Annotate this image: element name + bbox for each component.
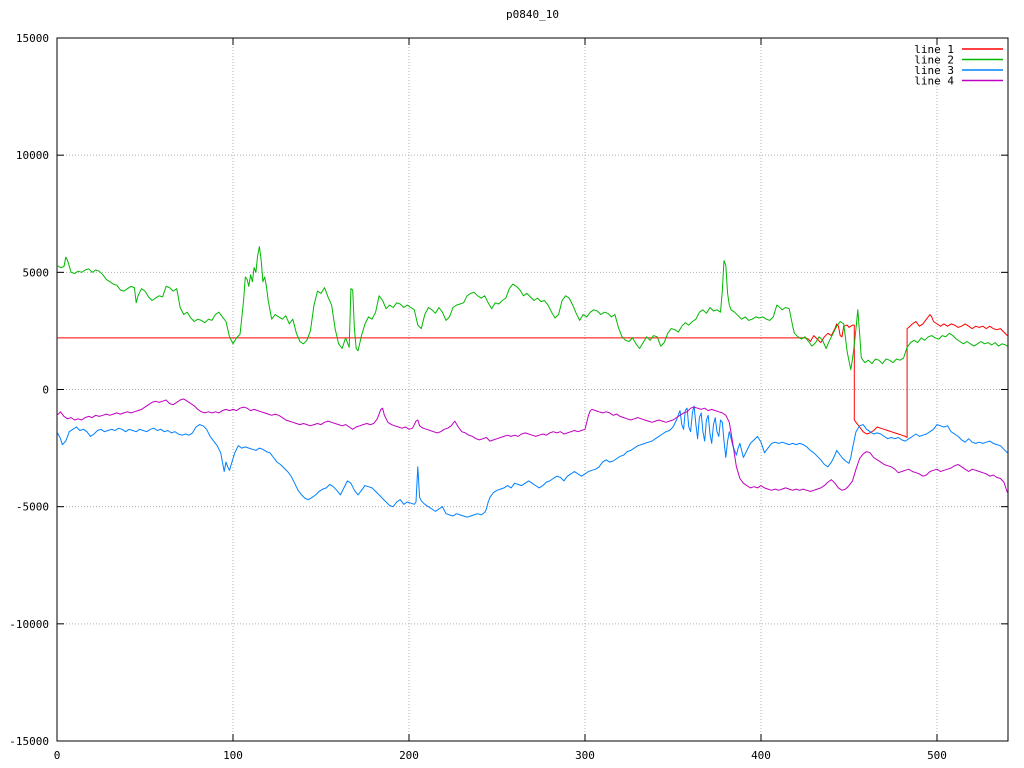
x-axis-tick-label: 0 <box>54 749 61 762</box>
series-line-4 <box>57 398 1008 493</box>
y-axis-tick-label: -5000 <box>16 501 49 514</box>
legend-label: line 3 <box>914 64 954 77</box>
legend-label: line 2 <box>914 54 954 67</box>
series-line-3 <box>57 405 1008 518</box>
y-axis-tick-label: -15000 <box>9 735 49 748</box>
x-axis-tick-label: 500 <box>927 749 947 762</box>
legend-label: line 4 <box>914 75 954 88</box>
y-axis-tick-label: -10000 <box>9 618 49 631</box>
y-axis-tick-label: 10000 <box>16 149 49 162</box>
x-axis-tick-label: 300 <box>575 749 595 762</box>
series-line-1 <box>57 314 1008 438</box>
chart-title: p0840_10 <box>506 8 559 21</box>
x-axis-tick-label: 200 <box>399 749 419 762</box>
y-axis-tick-label: 0 <box>42 384 49 397</box>
x-axis-tick-label: 100 <box>223 749 243 762</box>
y-axis-tick-label: 5000 <box>23 266 50 279</box>
x-axis-tick-label: 400 <box>751 749 771 762</box>
y-axis-tick-label: 15000 <box>16 32 49 45</box>
series-line-2 <box>57 246 1008 371</box>
plot-frame <box>56 37 1009 742</box>
legend-label: line 1 <box>914 43 954 56</box>
